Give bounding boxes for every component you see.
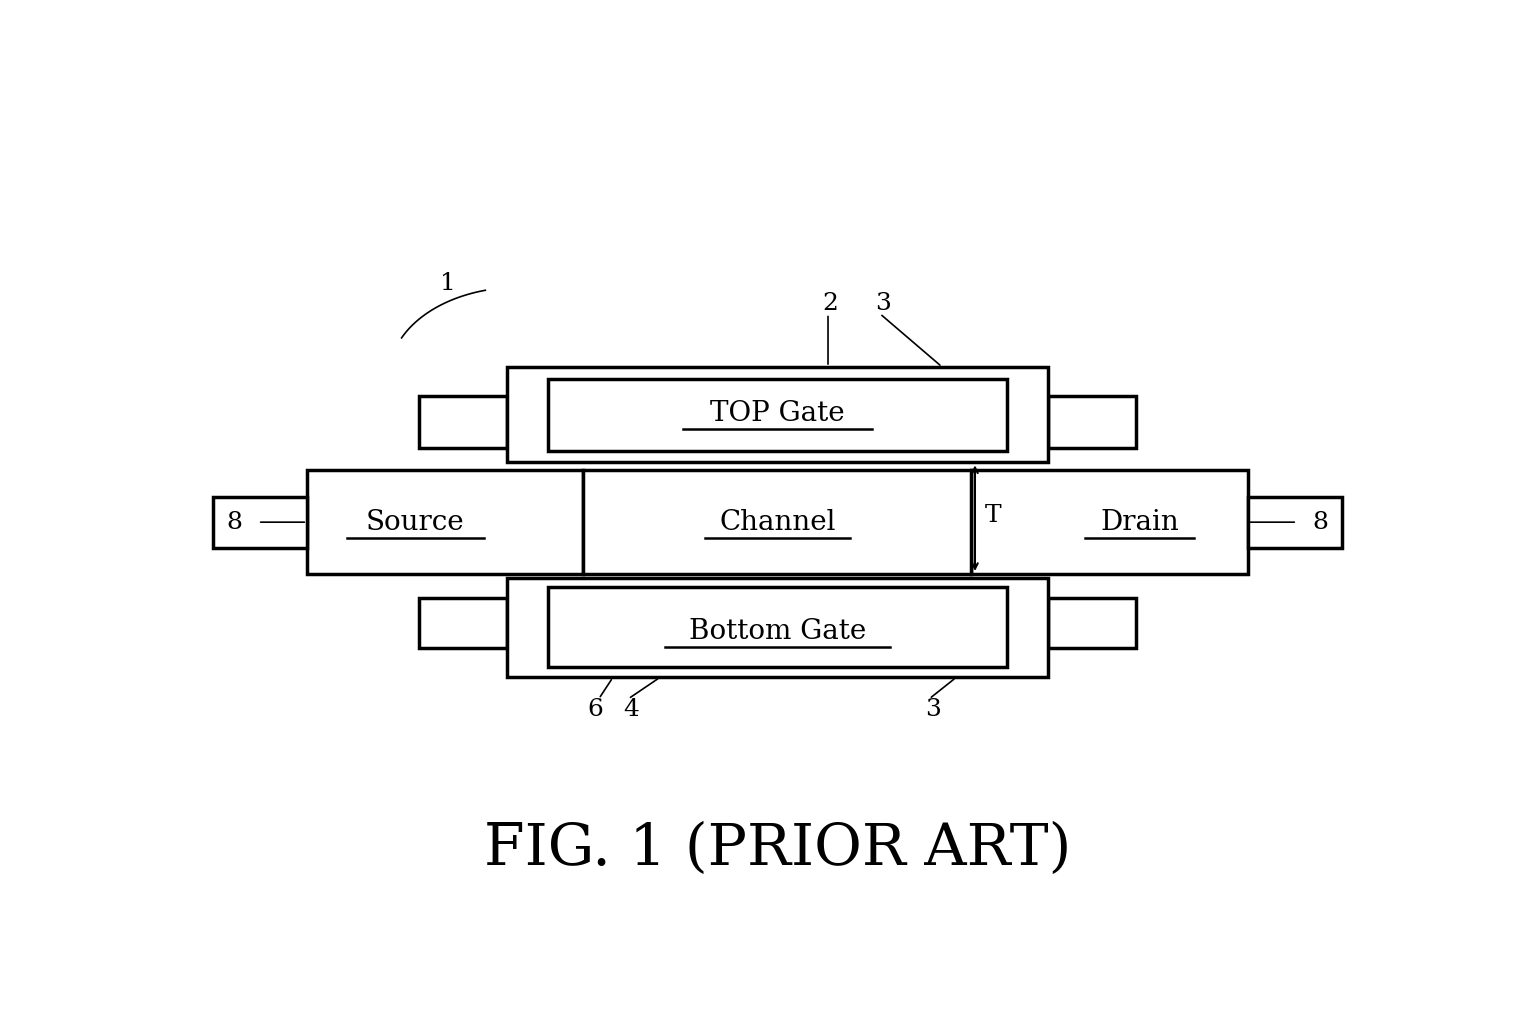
Bar	[419, 598, 507, 648]
Bar	[306, 470, 584, 574]
Text: 4: 4	[623, 698, 640, 721]
Text: 8: 8	[1312, 511, 1329, 534]
Bar	[507, 367, 1048, 462]
Text: TOP Gate: TOP Gate	[710, 399, 845, 427]
Text: 3: 3	[925, 698, 941, 721]
Bar	[1247, 496, 1341, 548]
Text: 3: 3	[875, 292, 890, 314]
Text: Channel: Channel	[719, 509, 836, 536]
Bar	[971, 470, 1247, 574]
Bar	[1048, 396, 1136, 448]
Text: 2: 2	[822, 292, 839, 314]
Bar	[419, 396, 507, 448]
Text: T: T	[985, 505, 1001, 527]
Bar	[1048, 598, 1136, 648]
Text: Drain: Drain	[1100, 509, 1179, 536]
Bar	[548, 378, 1007, 451]
Text: 8: 8	[226, 511, 243, 534]
Bar	[507, 578, 1048, 677]
Text: Source: Source	[366, 509, 464, 536]
Text: Bottom Gate: Bottom Gate	[689, 617, 866, 645]
Text: 1: 1	[440, 272, 457, 295]
Bar	[584, 470, 971, 574]
Bar	[212, 496, 306, 548]
Text: 6: 6	[587, 698, 604, 721]
Bar	[548, 587, 1007, 667]
Text: FIG. 1 (PRIOR ART): FIG. 1 (PRIOR ART)	[484, 821, 1071, 877]
